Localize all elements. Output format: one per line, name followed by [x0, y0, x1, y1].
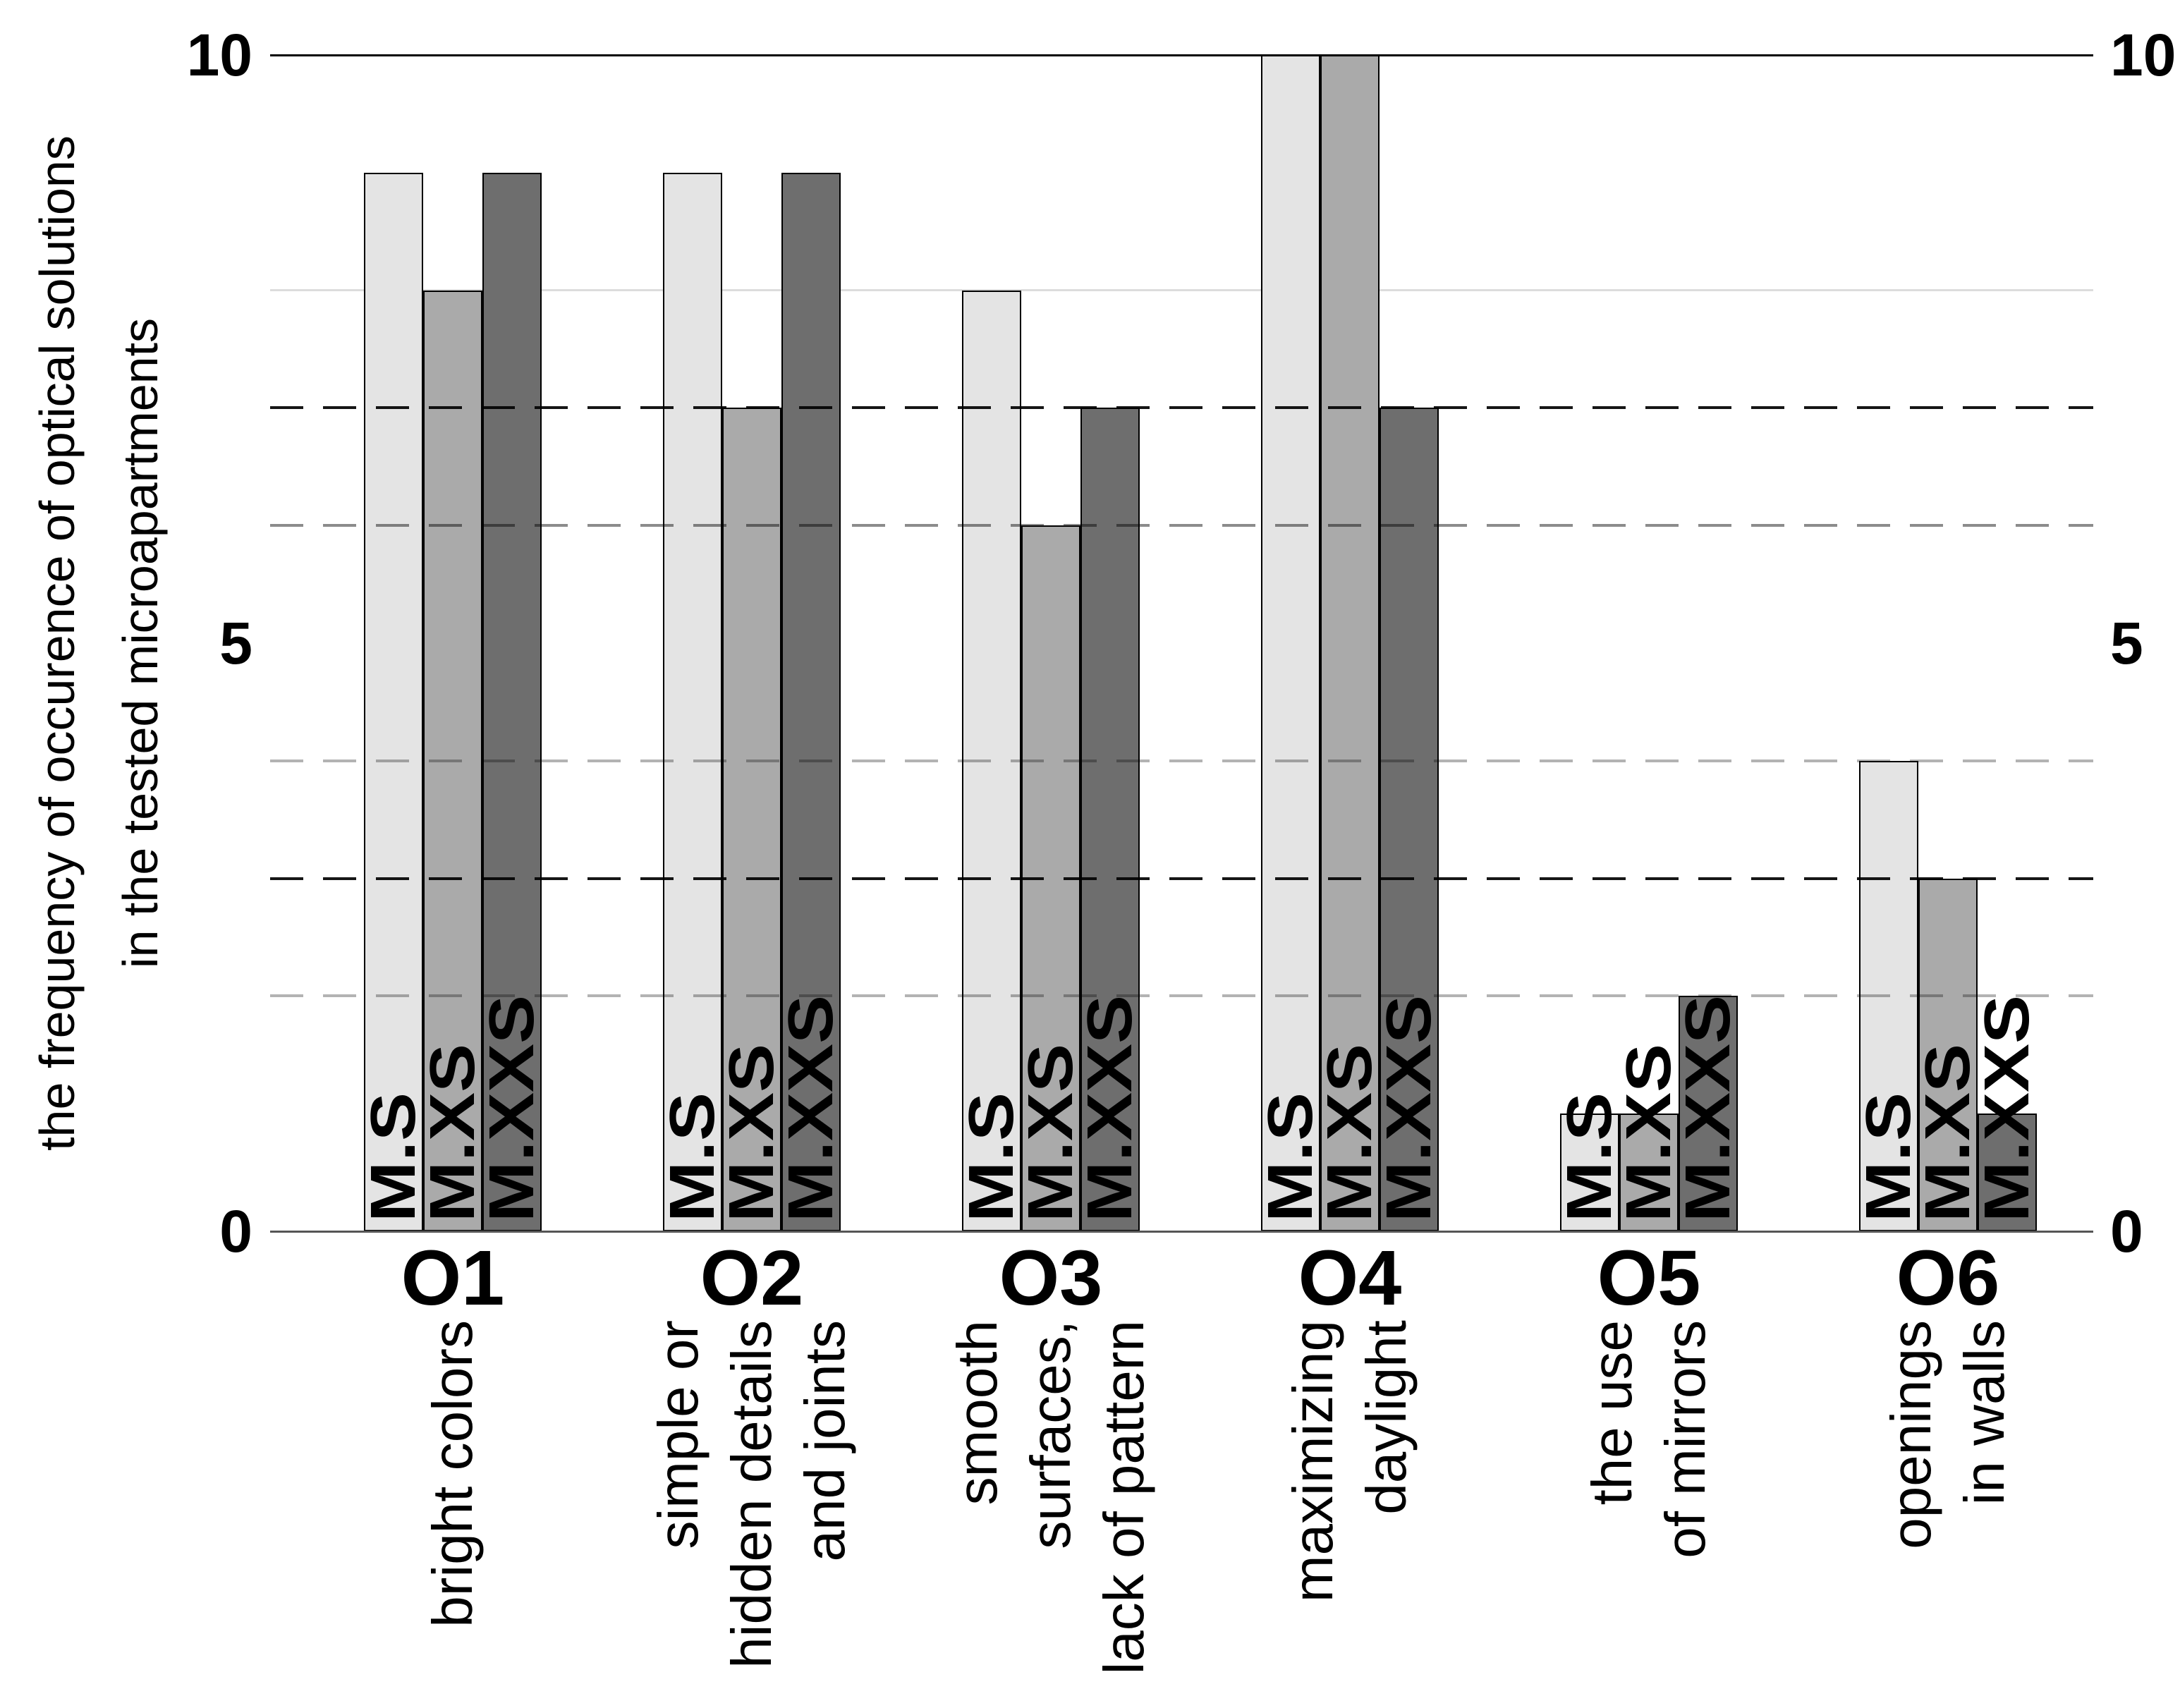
category-desc-line: daylight — [1355, 1320, 1418, 1515]
bar-O4-M.XS — [1320, 55, 1380, 1231]
x-category-O5: O5 — [1597, 1235, 1701, 1322]
bar-series-label: M.XS — [418, 1043, 488, 1222]
x-category-O1: O1 — [401, 1235, 505, 1322]
bar-series-label: M.XXS — [1673, 994, 1743, 1222]
x-category-O2: O2 — [700, 1235, 804, 1322]
y-tick-right-5: 5 — [2110, 610, 2143, 676]
axis-line-top — [270, 54, 2093, 56]
bar-series-label: M.XXS — [1972, 994, 2042, 1222]
bar-O4-M.XXS — [1380, 408, 1439, 1231]
y-axis-title-line: the frequency of occurence of optical so… — [30, 135, 85, 1151]
category-desc-line: smooth — [946, 1320, 1009, 1506]
x-category-desc-O1: bright colors — [416, 1320, 489, 1708]
category-desc-line: lack of pattern — [1092, 1320, 1155, 1675]
bar-O6-M.XXS — [1978, 1114, 2037, 1231]
y-tick-left-10: 10 — [186, 22, 252, 88]
x-category-desc-O4: maximizing daylight — [1277, 1320, 1423, 1708]
bar-series-label: M.S — [1554, 1092, 1625, 1222]
bar-series-label: M.XS — [1315, 1043, 1385, 1222]
bar-series-label: M.XS — [1913, 1043, 1983, 1222]
bar-series-label: M.XS — [1614, 1043, 1684, 1222]
bar-series-label: M.S — [956, 1092, 1027, 1222]
x-category-desc-O3: smooth surfaces, lack of pattern — [941, 1320, 1161, 1708]
category-desc-line: of mirrors — [1654, 1320, 1717, 1558]
x-category-desc-O6: openings in walls — [1875, 1320, 2021, 1708]
bar-O5-M.XXS — [1679, 996, 1738, 1231]
x-category-O3: O3 — [999, 1235, 1103, 1322]
gridline-4 — [270, 759, 2093, 762]
category-desc-line: surfaces, — [1019, 1320, 1082, 1549]
x-axis-line — [270, 1231, 2093, 1233]
category-desc-line: bright colors — [421, 1320, 484, 1628]
y-tick-right-0: 0 — [2110, 1198, 2143, 1264]
gridline-3 — [270, 877, 2093, 880]
bar-O2-M.XS — [722, 408, 781, 1231]
bar-O2-M.S — [663, 172, 722, 1231]
x-category-O4: O4 — [1298, 1235, 1402, 1322]
x-category-desc-O2: simple or hidden details and joints — [642, 1320, 862, 1708]
x-category-desc-O5: the use of mirrors — [1576, 1320, 1722, 1708]
bar-series-label: M.XS — [717, 1043, 787, 1222]
category-desc-line: the use — [1581, 1320, 1643, 1506]
bar-O4-M.S — [1261, 55, 1320, 1231]
bar-series-label: M.XXS — [776, 994, 846, 1222]
bar-series-label: M.S — [1255, 1092, 1326, 1222]
category-desc-line: openings — [1880, 1320, 1942, 1549]
bar-O6-M.XS — [1918, 878, 1978, 1231]
bar-O1-M.XXS — [482, 172, 542, 1231]
y-tick-right-10: 10 — [2110, 22, 2176, 88]
y-tick-left-5: 5 — [219, 610, 252, 676]
x-category-O6: O6 — [1896, 1235, 2000, 1322]
bar-O5-M.S — [1560, 1114, 1619, 1231]
category-desc-line: and joints — [793, 1320, 856, 1562]
gridline-7 — [270, 406, 2093, 410]
gridline-2 — [270, 994, 2093, 998]
bar-series-label: M.XXS — [1374, 994, 1444, 1222]
gridline-6 — [270, 524, 2093, 527]
bar-series-label: M.S — [1853, 1092, 1924, 1222]
bar-series-label: M.XS — [1016, 1043, 1086, 1222]
bar-O3-M.XXS — [1080, 408, 1140, 1231]
y-tick-left-0: 0 — [219, 1198, 252, 1264]
bar-series-label: M.XXS — [477, 994, 547, 1222]
category-desc-line: maximizing — [1281, 1320, 1344, 1603]
bar-O2-M.XXS — [781, 172, 841, 1231]
bar-series-label: M.S — [358, 1092, 429, 1222]
y-axis-title-line: in the tested microapartments — [113, 317, 168, 969]
gridline-8 — [270, 288, 2093, 291]
bar-O5-M.XS — [1619, 1114, 1679, 1231]
category-desc-line: hidden details — [720, 1320, 783, 1669]
y-axis-title: the frequency of occurence of optical so… — [16, 79, 182, 1207]
category-desc-line: simple or — [647, 1320, 710, 1549]
category-desc-line: in walls — [1953, 1320, 2016, 1506]
bar-O1-M.S — [364, 172, 423, 1231]
bar-series-label: M.S — [657, 1092, 728, 1222]
bar-series-label: M.XXS — [1075, 994, 1145, 1222]
